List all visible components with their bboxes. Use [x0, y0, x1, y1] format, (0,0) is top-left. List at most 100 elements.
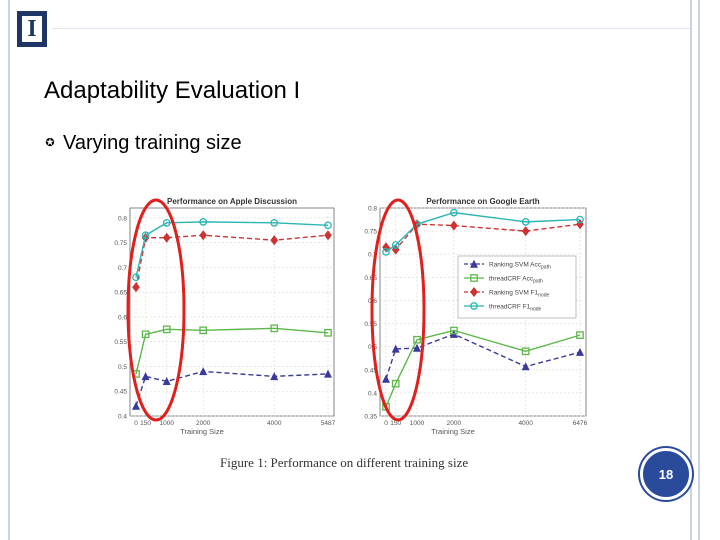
x-tick-label: 4000 — [267, 420, 282, 427]
legend-marker — [470, 302, 478, 310]
frame-right-line — [690, 0, 692, 540]
series-line-4 — [385, 211, 581, 253]
data-point — [382, 248, 390, 256]
frame-right-line-outer — [698, 0, 700, 540]
legend-label: threadCRF Accpath — [489, 276, 543, 285]
data-point — [270, 324, 279, 333]
figure-charts: 0.40.450.50.550.60.650.70.750.80 150 1000 2… — [114, 197, 588, 436]
data-point — [413, 335, 421, 344]
data-point — [270, 235, 279, 246]
y-tick-label: 0.65 — [364, 275, 377, 282]
chart-title: Performance on Google Earth — [426, 197, 539, 206]
x-tick-label: 4000 — [518, 420, 533, 427]
frame-left-line — [8, 0, 10, 540]
bullet-text: Varying training size — [63, 132, 242, 154]
bullet-icon: ✪ — [45, 137, 55, 149]
data-point — [141, 330, 150, 339]
data-point — [141, 372, 150, 381]
y-tick-label: 0.45 — [364, 367, 377, 374]
data-point — [199, 326, 208, 335]
y-tick-label: 0.35 — [364, 414, 377, 421]
data-point — [199, 367, 208, 376]
x-axis-label: Training Size — [431, 427, 475, 436]
plot-area-1 — [129, 207, 335, 417]
data-point — [391, 379, 400, 388]
data-point — [199, 230, 208, 241]
legend-marker — [469, 259, 479, 268]
data-point — [450, 220, 458, 231]
x-tick-label: 0 — [134, 420, 138, 427]
x-tick-label: 2000 — [447, 420, 462, 427]
data-point — [576, 215, 584, 224]
x-tick-label: 6476 — [573, 420, 588, 427]
x-tick-label: 1000 — [159, 420, 174, 427]
data-point — [162, 325, 171, 334]
data-point — [131, 401, 141, 410]
data-point — [199, 218, 208, 226]
legend-box — [457, 255, 577, 319]
y-tick-label: 0.4 — [118, 414, 127, 421]
data-point — [270, 372, 279, 381]
slide-title: Adaptability Evaluation I — [44, 77, 301, 104]
y-tick-label: 0.7 — [118, 265, 127, 272]
y-tick-label: 0.65 — [114, 290, 127, 297]
data-point — [413, 343, 422, 352]
logo-letter: I — [27, 16, 37, 42]
data-point — [521, 347, 530, 356]
x-tick-label: 1000 — [410, 420, 425, 427]
legend-marker — [470, 274, 478, 282]
data-point — [324, 230, 332, 241]
data-point — [324, 221, 332, 230]
y-tick-label: 0.5 — [118, 364, 127, 371]
x-tick-label: 0 — [384, 420, 388, 427]
x-tick-label: 150 — [140, 420, 151, 427]
frame-top-line — [52, 28, 690, 29]
series-line-4 — [135, 221, 329, 278]
figure: 0.4 0.45 0.5 0.55 0.6 0.65 0.7 0.75 0.8 0 150 1000 2… — [108, 192, 606, 477]
legend-label: Ranking SVM F1node — [489, 290, 549, 299]
data-point — [162, 219, 171, 227]
data-point — [450, 326, 458, 335]
data-point — [132, 282, 140, 293]
data-point — [391, 344, 400, 353]
series-line-3 — [135, 234, 329, 288]
y-tick-label: 0.4 — [368, 390, 377, 397]
data-point — [575, 347, 585, 356]
legend-marker — [470, 286, 478, 298]
highlight-ellipse-left — [126, 198, 186, 422]
y-tick-label: 0.75 — [114, 240, 127, 247]
series-line-2 — [385, 329, 581, 408]
highlight-ellipse-right — [370, 198, 426, 422]
data-point — [162, 232, 171, 243]
legend-label: threadCRF F1node — [489, 304, 542, 313]
data-point — [521, 362, 530, 371]
legend-label: Ranking SVM Accpath — [489, 262, 551, 271]
y-tick-label: 0.8 — [368, 206, 377, 213]
figure-caption: Figure 1: Performance on different train… — [220, 455, 469, 470]
data-point — [323, 369, 333, 378]
y-tick-label: 0.8 — [118, 215, 127, 222]
y-tick-label: 0.55 — [114, 339, 127, 346]
data-point — [381, 374, 391, 383]
x-tick-label: 5487 — [321, 420, 336, 427]
y-tick-label: 0.6 — [118, 314, 127, 321]
data-point — [450, 208, 458, 217]
data-point — [162, 377, 171, 386]
chart-title: Performance on Apple Discussion — [167, 197, 297, 206]
x-tick-label: 150 — [390, 420, 401, 427]
data-point — [521, 226, 530, 237]
y-tick-label: 0.45 — [114, 389, 127, 396]
data-point — [141, 231, 150, 240]
y-tick-label: 0.7 — [368, 252, 377, 259]
data-point — [391, 241, 400, 249]
x-axis-label: Training Size — [180, 427, 224, 436]
series-line-1 — [385, 333, 581, 380]
university-logo: I — [17, 11, 47, 47]
data-point — [521, 218, 530, 226]
data-point — [576, 331, 584, 339]
y-tick-label: 0.75 — [364, 229, 377, 236]
data-point — [270, 219, 279, 227]
page-number-badge: 18 — [640, 448, 692, 500]
series-line-1 — [135, 370, 329, 407]
x-tick-label: 2000 — [196, 420, 211, 427]
